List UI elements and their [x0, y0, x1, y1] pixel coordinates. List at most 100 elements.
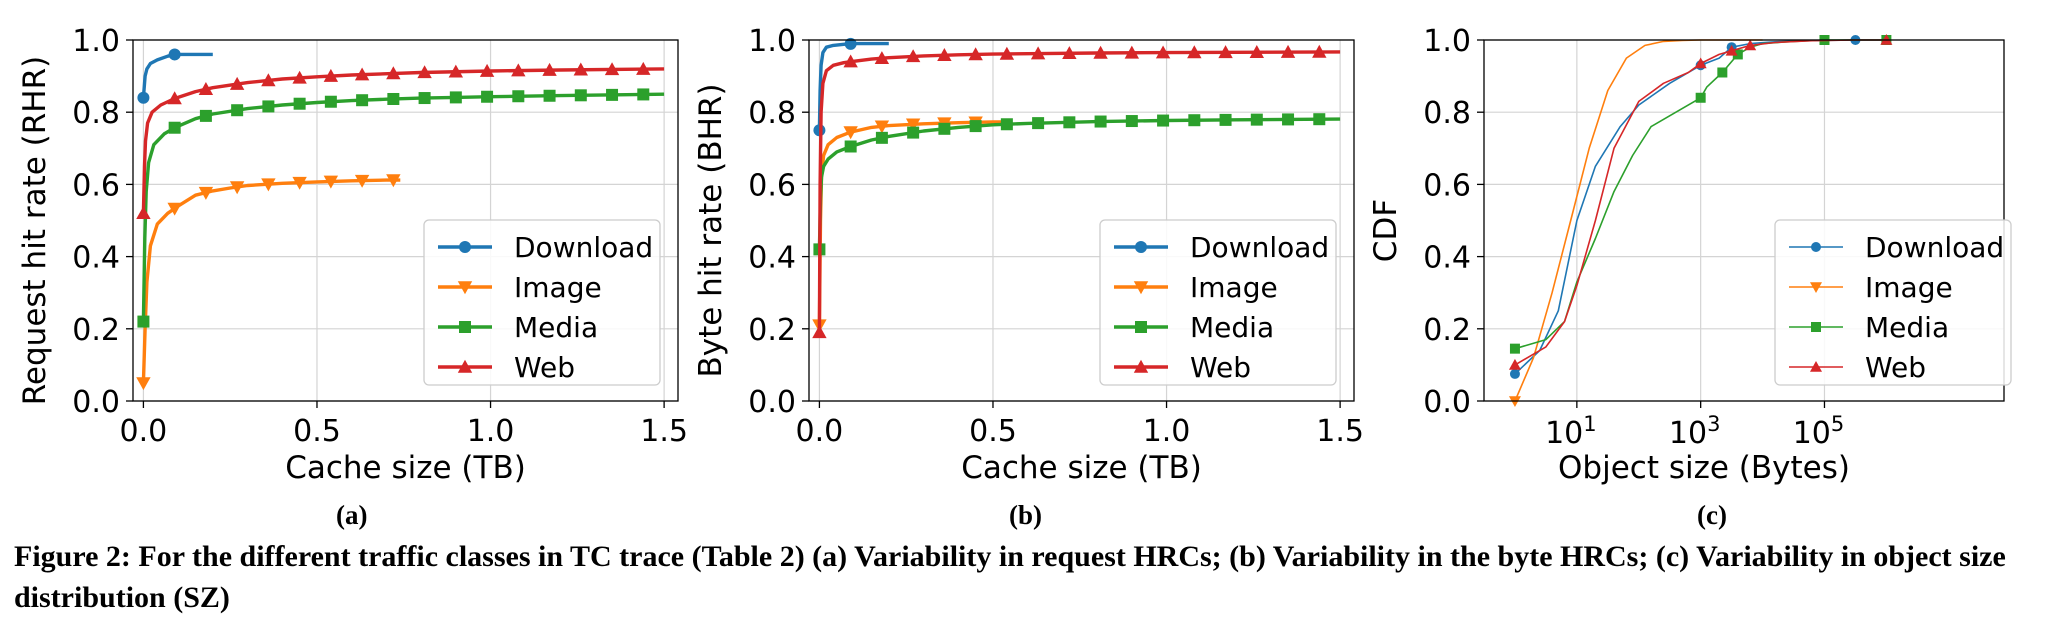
data-point-web [874, 51, 890, 65]
legend-marker-download [1811, 242, 1821, 252]
legend-label-download: Download [1190, 231, 1329, 264]
data-point-media [938, 122, 951, 135]
data-point-media [1282, 113, 1295, 126]
data-point-download [844, 37, 857, 50]
legend-marker-media [459, 321, 471, 333]
data-point-web [905, 49, 921, 63]
data-point-image [261, 178, 276, 192]
legend: Download Image Media Web [423, 219, 661, 386]
data-point-web [999, 46, 1015, 60]
data-point-media [1188, 114, 1201, 127]
plot-frame [808, 39, 1355, 402]
data-point-web [1093, 45, 1108, 59]
y-tick-label: 0.8 [1423, 96, 1471, 131]
x-tick-label: 1.0 [1143, 414, 1191, 449]
data-point-image [323, 175, 339, 189]
y-tick-label: 0.6 [1423, 168, 1471, 203]
legend-box [423, 219, 661, 386]
data-point-media [481, 90, 494, 103]
chart-panel-1: 0.0 0.2 0.4 0.6 0.8 1.0 0.0 0.5 1.0 1.5 Cache size… [17, 24, 688, 486]
data-point-media [1032, 117, 1045, 130]
legend-box [1099, 219, 1337, 386]
data-point-web [1725, 44, 1738, 56]
data-point-media [844, 140, 857, 153]
y-tick-label: 0.8 [748, 96, 796, 131]
legend-marker-image [457, 281, 473, 295]
x-tick-label: 0.5 [969, 414, 1017, 449]
y-tick-label: 0.0 [748, 385, 796, 420]
x-axis-label: Cache size (TB) [285, 450, 526, 486]
data-point-media [1250, 113, 1263, 126]
data-point-media [137, 315, 150, 328]
data-point-web [261, 73, 276, 87]
y-tick-label: 0.4 [72, 241, 120, 276]
y-tick-label: 0.6 [72, 168, 120, 203]
y-tick-label: 0.0 [72, 385, 120, 420]
data-point-web [1187, 45, 1202, 59]
legend-box [1774, 219, 2012, 386]
legend-label-image: Image [1190, 271, 1278, 304]
data-point-web [1218, 45, 1233, 59]
data-point-web [292, 70, 307, 84]
legend-marker-image [1810, 282, 1822, 293]
data-point-web [1312, 44, 1327, 58]
y-tick-label: 0.4 [1423, 241, 1471, 276]
y-tick-label: 1.0 [72, 24, 120, 59]
data-point-media [1063, 116, 1076, 129]
subfigure-label-b: (b) [1009, 500, 1042, 530]
legend-label-image: Image [514, 271, 602, 304]
data-point-media [875, 131, 888, 144]
data-point-media [449, 91, 462, 104]
data-point-media [969, 120, 982, 133]
data-point-media [1313, 113, 1326, 126]
x-tick-label: 1.5 [1316, 414, 1364, 449]
series-line-image [1514, 39, 1763, 402]
data-point-image [136, 377, 151, 391]
y-axis-label: Request hit rate (RHR) [17, 56, 53, 405]
legend-marker-image [1133, 281, 1149, 295]
data-point-image [354, 174, 370, 188]
x-tick-label: 0.0 [796, 414, 844, 449]
series-line-web [141, 67, 665, 214]
data-point-web [937, 48, 952, 61]
x-axis-label: Cache size (TB) [961, 450, 1202, 486]
series-line-download [817, 41, 889, 131]
data-point-web [1249, 45, 1265, 58]
x-tick-label: 103 [1669, 412, 1721, 451]
data-point-web [542, 62, 557, 76]
legend-marker-download [459, 241, 471, 253]
legend-label-media: Media [1190, 311, 1274, 344]
data-point-image [843, 126, 858, 140]
data-point-web [573, 62, 589, 76]
data-point-web [417, 65, 432, 79]
legend-marker-media [1135, 321, 1147, 333]
data-point-web [604, 62, 620, 76]
data-point-media [543, 89, 556, 102]
data-point-web [1694, 57, 1707, 69]
x-tick-label: 105 [1793, 412, 1845, 451]
data-point-media [1125, 115, 1138, 128]
data-point-media [1732, 49, 1743, 60]
y-tick-label: 0.6 [748, 168, 796, 203]
data-point-download [137, 91, 150, 104]
y-tick-label: 0.0 [1423, 385, 1471, 420]
data-point-web [1744, 39, 1757, 51]
data-point-web [386, 66, 401, 80]
y-tick-label: 0.2 [72, 313, 120, 348]
data-point-web [448, 64, 464, 78]
data-point-image [386, 174, 401, 188]
data-point-web [636, 61, 651, 75]
series-line-web [1514, 39, 1887, 366]
data-point-web [323, 68, 339, 82]
series-line-image [141, 178, 401, 383]
data-point-web [1280, 44, 1296, 58]
y-axis-label: CDF [1368, 199, 1404, 262]
subfigure-label-c: (c) [1697, 500, 1727, 530]
data-point-image [198, 186, 214, 200]
legend-label-web: Web [1190, 351, 1251, 384]
data-point-media [606, 88, 619, 101]
data-point-media [418, 92, 431, 105]
legend-marker-web [1133, 359, 1149, 373]
data-point-web [812, 325, 827, 339]
x-tick-label: 1.0 [467, 414, 515, 449]
